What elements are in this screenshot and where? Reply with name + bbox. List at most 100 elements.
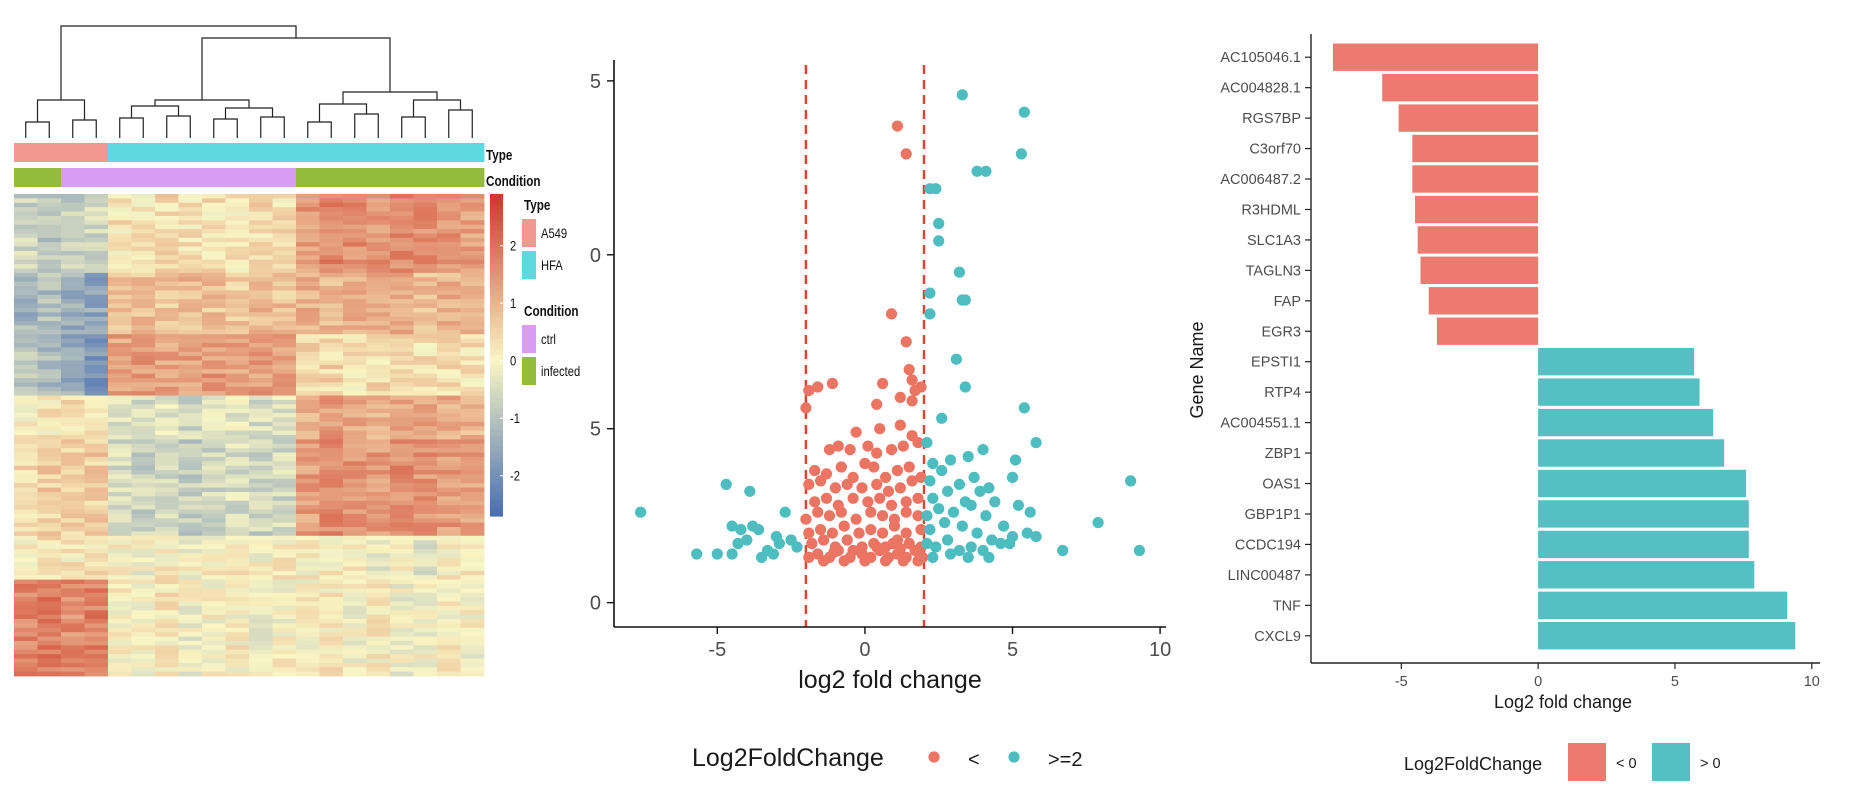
heatmap-cell [155, 312, 179, 318]
heatmap-cell [61, 312, 85, 318]
heatmap-cell [37, 272, 62, 278]
heatmap-cell [437, 478, 461, 484]
heatmap-cell [37, 316, 62, 322]
heatmap-cell [131, 540, 156, 545]
volcano-point [930, 541, 942, 553]
bar-category-label: AC105046.1 [1220, 50, 1301, 66]
heatmap-cell [84, 544, 109, 550]
heatmap-cell [390, 325, 414, 331]
heatmap-cell [343, 299, 367, 304]
heatmap-cell [108, 325, 132, 331]
heatmap-cell [343, 470, 367, 475]
heatmap-cell [390, 452, 414, 458]
heatmap-cell [84, 338, 109, 344]
heatmap-cell [14, 575, 38, 580]
volcano-point [847, 544, 859, 557]
volcano-point [912, 437, 924, 449]
heatmap-cell [37, 294, 62, 300]
heatmap-cell [343, 342, 367, 348]
heatmap-cell [225, 307, 250, 313]
heatmap-cell [296, 373, 320, 379]
heatmap-cell [131, 198, 156, 204]
heatmap-cell [108, 215, 132, 221]
heatmap-cell [131, 448, 156, 453]
bar-category-label: C3orf70 [1249, 142, 1301, 158]
volcano-point [915, 471, 927, 483]
heatmap-cell [319, 277, 344, 283]
bar [1538, 530, 1749, 559]
color-scale-step [490, 328, 503, 335]
heatmap-cell [225, 439, 250, 445]
heatmap-cell [413, 505, 438, 510]
volcano-point [882, 551, 895, 564]
heatmap-cell [460, 386, 485, 392]
heatmap-cell [460, 575, 485, 580]
heatmap-cell [37, 619, 62, 624]
heatmap-cell [460, 649, 485, 655]
heatmap-cell [202, 483, 226, 488]
heatmap-cell [225, 645, 250, 651]
color-scale-step [490, 494, 503, 501]
heatmap-cell [249, 338, 273, 344]
volcano-point [998, 520, 1010, 532]
heatmap-cell [155, 268, 179, 274]
heatmap-cell [272, 583, 297, 589]
heatmap-cell [413, 264, 438, 269]
heatmap-cell [296, 356, 320, 361]
heatmap-cell [366, 619, 391, 624]
heatmap-cell [413, 527, 438, 532]
heatmap-cell [296, 321, 320, 326]
heatmap-cell [343, 636, 367, 642]
volcano-point [815, 475, 827, 487]
heatmap-cell [460, 540, 485, 545]
volcano-point [1030, 531, 1042, 543]
annotation-condition-cell [84, 168, 109, 187]
volcano-point [880, 555, 892, 567]
annotation-type-cell [249, 143, 273, 162]
heatmap-cell [84, 548, 109, 554]
heatmap-cell [319, 272, 344, 278]
heatmap-cell [413, 404, 438, 410]
heatmap-cell [249, 505, 273, 510]
heatmap-cell [319, 439, 344, 445]
heatmap-cell [225, 207, 250, 212]
heatmap-cell [131, 557, 156, 563]
heatmap-cell [390, 421, 414, 427]
volcano-point [803, 384, 815, 397]
heatmap-cell [366, 439, 391, 445]
volcano-point [720, 478, 732, 490]
heatmap-cell [296, 334, 320, 339]
heatmap-cell [84, 299, 109, 304]
heatmap-cell [343, 662, 367, 668]
heatmap-cell [249, 307, 273, 313]
heatmap-cell [225, 281, 250, 287]
heatmap-cell [14, 605, 38, 611]
heatmap-cell [390, 373, 414, 379]
volcano-point [832, 499, 844, 511]
color-scale-step [490, 371, 503, 378]
heatmap-cell [296, 439, 320, 445]
heatmap-cell [225, 636, 250, 642]
heatmap-cell [460, 268, 485, 274]
heatmap-cell [84, 250, 109, 256]
color-scale-step [490, 269, 503, 276]
heatmap-cell [202, 303, 226, 309]
heatmap-cell [202, 290, 226, 296]
heatmap-cell [437, 342, 461, 348]
heatmap-cell [202, 299, 226, 304]
volcano-point [956, 294, 968, 306]
heatmap-cell [437, 540, 461, 545]
heatmap-cell [296, 386, 320, 392]
heatmap-cell [460, 395, 485, 401]
heatmap-cell [296, 211, 320, 217]
volcano-point [756, 551, 768, 564]
heatmap-cell [272, 465, 297, 471]
heatmap-cell [390, 338, 414, 344]
bar-x-tick-label: 0 [1534, 674, 1542, 690]
volcano-point [885, 308, 898, 320]
heatmap-cell [296, 286, 320, 291]
heatmap-cell [37, 500, 62, 506]
heatmap-cell [460, 198, 485, 204]
heatmap-cell [437, 264, 461, 269]
heatmap-cell [296, 246, 320, 252]
